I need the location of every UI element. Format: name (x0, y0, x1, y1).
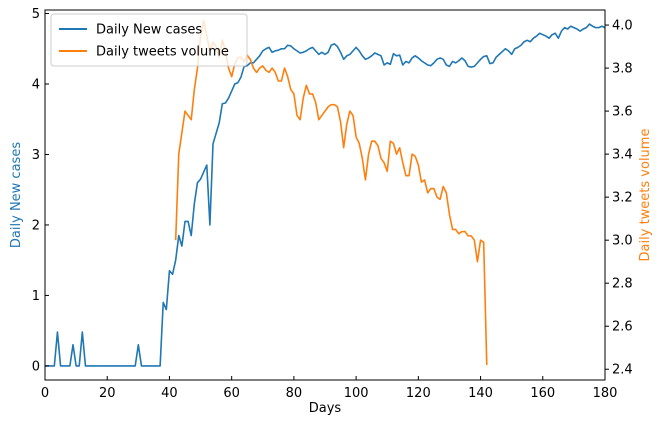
x-tick-label: 20 (99, 386, 116, 401)
legend: Daily New cases Daily tweets volume (50, 13, 248, 67)
x-tick-label: 40 (161, 386, 178, 401)
x-tick-label: 160 (530, 386, 555, 401)
right-y-tick-label: 3.8 (612, 62, 633, 77)
left-y-tick-label: 3 (32, 148, 40, 163)
left-y-axis-title: Daily New cases (9, 142, 24, 248)
left-y-tick-label: 0 (32, 359, 40, 374)
right-y-tick-label: 4.0 (612, 19, 633, 34)
left-y-axis: 0 1 2 3 4 5 (32, 7, 49, 374)
plot-area (45, 10, 605, 380)
left-y-tick-label: 1 (32, 289, 40, 304)
right-y-tick-label: 3.4 (612, 148, 633, 163)
right-y-tick-label: 2.4 (612, 363, 633, 378)
legend-box (50, 13, 248, 67)
legend-label-daily-tweets-volume: Daily tweets volume (96, 45, 229, 60)
right-y-axis-title: Daily tweets volume (638, 129, 653, 262)
x-axis-title: Days (309, 401, 342, 416)
x-tick-label: 0 (41, 386, 49, 401)
x-tick-label: 60 (223, 386, 240, 401)
right-y-tick-label: 3.2 (612, 191, 633, 206)
x-tick-label: 140 (468, 386, 493, 401)
x-axis: 0 20 40 60 80 100 120 140 160 180 (41, 376, 618, 401)
right-y-tick-label: 2.8 (612, 277, 633, 292)
x-tick-label: 180 (593, 386, 618, 401)
right-y-tick-label: 3.0 (612, 234, 633, 249)
x-tick-label: 80 (286, 386, 303, 401)
right-y-axis: 2.4 2.6 2.8 3.0 3.2 3.4 3.6 3.8 4.0 (605, 19, 633, 378)
x-tick-label: 100 (344, 386, 369, 401)
right-y-tick-label: 3.6 (612, 105, 633, 120)
left-y-tick-label: 4 (32, 78, 40, 93)
left-y-tick-label: 2 (32, 218, 40, 233)
right-y-tick-label: 2.6 (612, 320, 633, 335)
legend-label-daily-new-cases: Daily New cases (96, 23, 202, 38)
series-line-daily-new-cases (45, 23, 606, 367)
x-tick-label: 120 (406, 386, 431, 401)
left-y-tick-label: 5 (32, 7, 40, 22)
axes-layer (44, 9, 606, 381)
plot-frame (44, 9, 606, 381)
